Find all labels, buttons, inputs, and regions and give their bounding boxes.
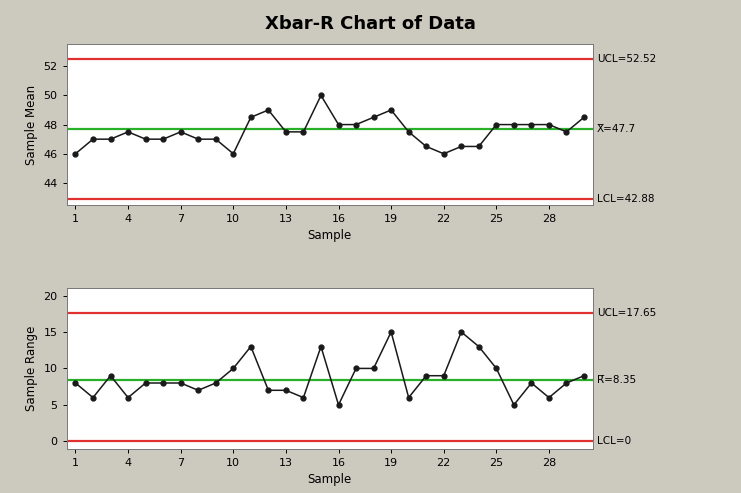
- Text: Xbar-R Chart of Data: Xbar-R Chart of Data: [265, 15, 476, 33]
- X-axis label: Sample: Sample: [308, 229, 352, 243]
- Text: UCL=52.52: UCL=52.52: [597, 54, 657, 64]
- Text: LCL=0: LCL=0: [597, 436, 631, 446]
- Text: UCL=17.65: UCL=17.65: [597, 308, 657, 317]
- Text: X̅=47.7: X̅=47.7: [597, 124, 636, 134]
- Y-axis label: Sample Range: Sample Range: [25, 326, 38, 411]
- Text: R̅=8.35: R̅=8.35: [597, 376, 636, 386]
- X-axis label: Sample: Sample: [308, 473, 352, 486]
- Y-axis label: Sample Mean: Sample Mean: [25, 84, 38, 165]
- Text: LCL=42.88: LCL=42.88: [597, 194, 654, 204]
